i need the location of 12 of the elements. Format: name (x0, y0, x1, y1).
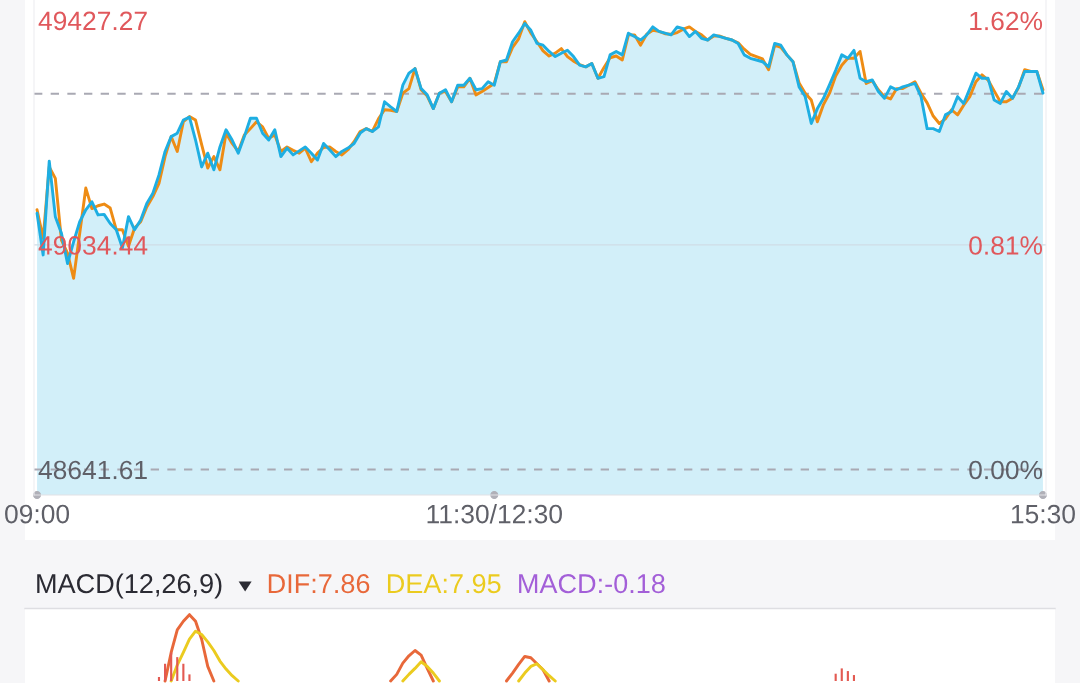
y2-tick-label: 0.00% (969, 460, 1043, 480)
text: MACD:-0.18 (519, 574, 665, 594)
y-tick-label: 49427.27 (38, 11, 147, 31)
text: DIF:7.86 (268, 574, 370, 594)
y2-tick-label: 1.62% (970, 11, 1043, 31)
x-tick-label: 11:30/12:30 (427, 504, 562, 524)
x-tick-label: 15:30 (1011, 504, 1075, 524)
y2-tick-label: 0.81% (969, 236, 1043, 255)
x-tick-label: 09:00 (5, 504, 70, 524)
chart-title: MACD(12,26,9) (37, 573, 222, 599)
y-tick-label: 48641.61 (38, 460, 147, 480)
text: DEA:7.95 (387, 574, 501, 594)
